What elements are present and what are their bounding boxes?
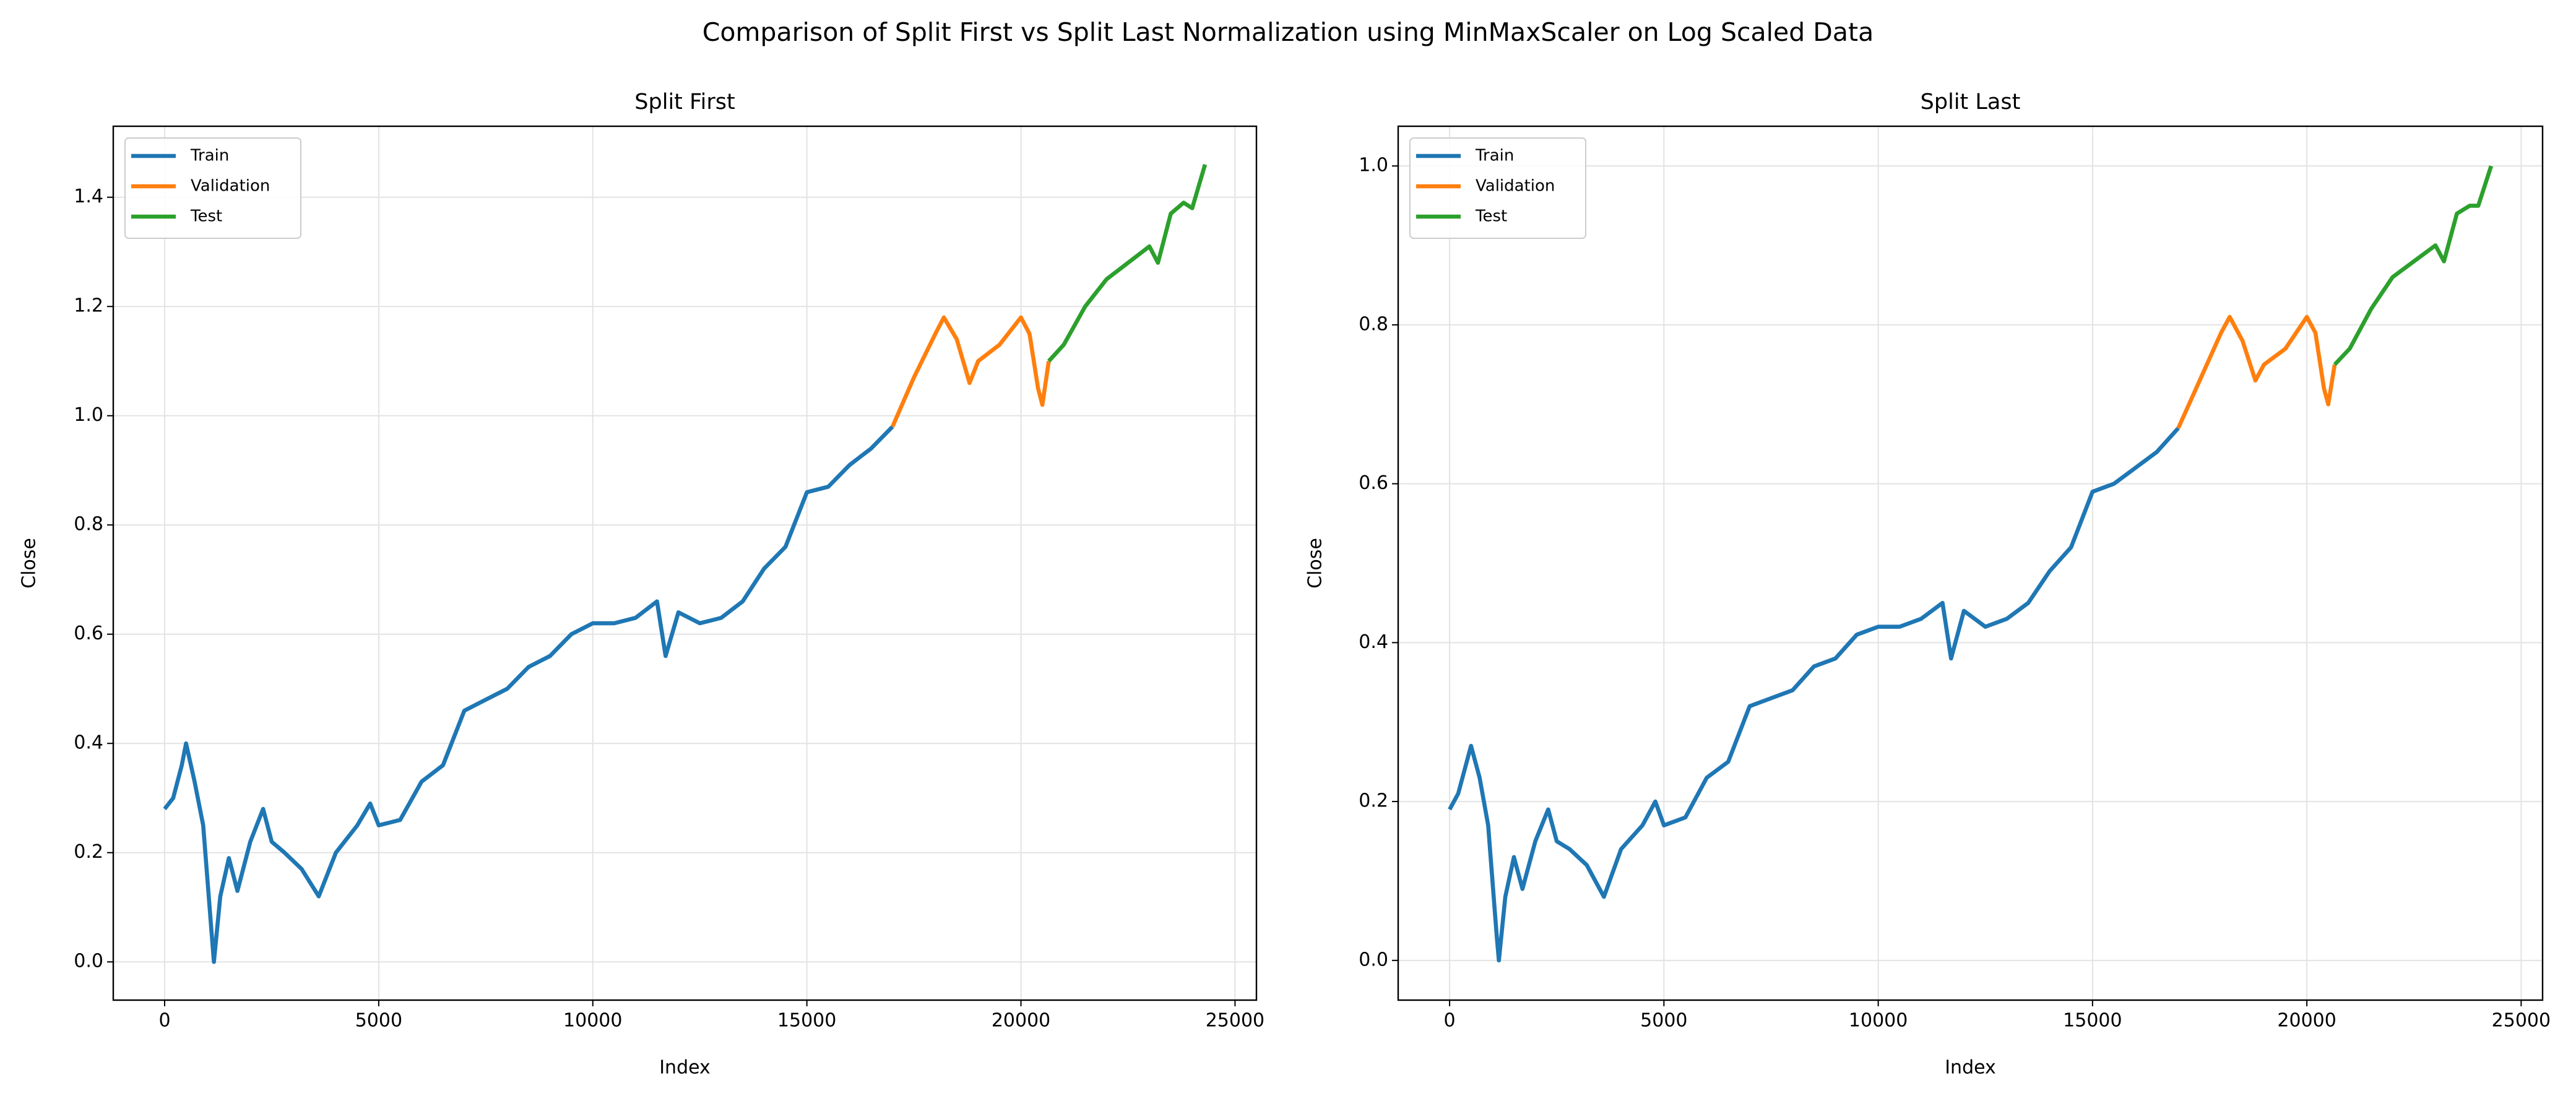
y-axis-label: Close	[19, 538, 40, 589]
y-tick-label: 1.0	[74, 404, 103, 426]
series-line	[2176, 314, 2337, 430]
legend-label: Test	[190, 207, 222, 226]
series-line	[1047, 163, 1208, 363]
figure-title: Comparison of Split First vs Split Last …	[702, 17, 1874, 47]
y-tick-label: 0.2	[1359, 790, 1388, 812]
y-tick-label: 0.6	[1359, 472, 1388, 494]
series-line	[2333, 165, 2494, 366]
y-axis-label: Close	[1305, 538, 1326, 589]
plot-frame	[1397, 125, 2544, 1001]
x-tick-label: 25000	[2492, 1010, 2551, 1032]
x-tick-label: 5000	[1640, 1010, 1687, 1032]
y-tick-label: 0.8	[74, 514, 103, 535]
x-tick-label: 0	[1444, 1010, 1456, 1032]
series-line	[163, 425, 894, 964]
y-tick-label: 0.4	[1359, 631, 1388, 653]
legend-label: Train	[190, 147, 229, 165]
series-line	[890, 315, 1051, 428]
y-tick-label: 0.0	[74, 951, 103, 972]
x-tick-label: 20000	[992, 1010, 1050, 1032]
plot-frame	[112, 125, 1258, 1001]
x-tick-label: 5000	[355, 1010, 402, 1032]
y-tick-label: 1.4	[74, 186, 103, 207]
y-tick-label: 0.2	[74, 841, 103, 863]
legend-label: Train	[1475, 147, 1514, 165]
legend-label: Test	[1475, 207, 1507, 226]
x-tick-label: 10000	[563, 1010, 622, 1032]
subplot-title: Split Last	[1921, 90, 2021, 114]
x-tick-label: 25000	[1206, 1010, 1264, 1032]
y-tick-label: 0.8	[1359, 313, 1388, 335]
subplot-title: Split First	[634, 90, 735, 114]
series-line	[1448, 426, 2180, 963]
legend-label: Validation	[191, 177, 270, 196]
legend-label: Validation	[1476, 177, 1555, 196]
x-tick-label: 0	[158, 1010, 170, 1032]
x-tick-label: 20000	[2277, 1010, 2336, 1032]
y-tick-label: 1.2	[74, 295, 103, 317]
y-tick-label: 1.0	[1359, 155, 1388, 176]
x-tick-label: 15000	[777, 1010, 836, 1032]
y-tick-label: 0.4	[74, 732, 103, 754]
legend-box	[1409, 137, 1586, 239]
x-tick-label: 10000	[1849, 1010, 1908, 1032]
legend-box	[124, 137, 301, 239]
y-tick-label: 0.6	[74, 623, 103, 644]
x-axis-label: Index	[659, 1057, 711, 1079]
x-axis-label: Index	[1945, 1057, 1996, 1079]
x-tick-label: 15000	[2063, 1010, 2122, 1032]
y-tick-label: 0.0	[1359, 949, 1388, 970]
